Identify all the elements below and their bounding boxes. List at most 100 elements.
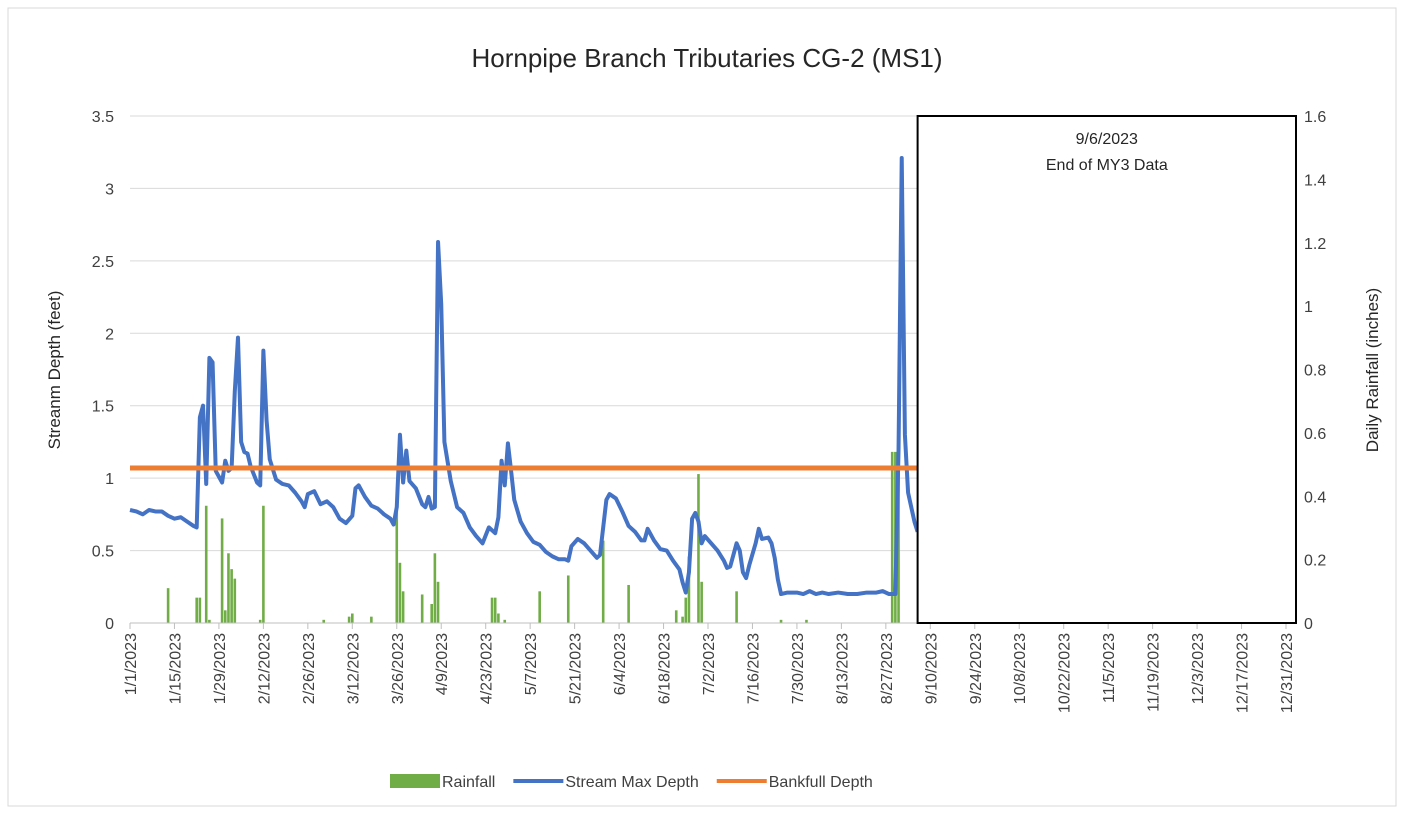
y2-tick-label: 0.8	[1304, 363, 1326, 380]
rain-bar	[347, 616, 351, 623]
rain-bar	[566, 575, 570, 623]
x-tick-label: 5/7/2023	[523, 633, 540, 695]
x-tick-label: 5/21/2023	[568, 633, 585, 704]
rain-bar	[779, 619, 783, 623]
x-tick-label: 3/26/2023	[390, 633, 407, 704]
rain-bar	[204, 505, 208, 623]
x-tick-label: 9/10/2023	[923, 633, 940, 704]
y2-axis-title: Daily Rainfall (inches)	[1363, 288, 1382, 452]
legend: Rainfall Stream Max Depth Bankfull Depth	[390, 774, 873, 791]
legend-label: Stream Max Depth	[565, 774, 698, 791]
rain-bar	[490, 597, 494, 623]
rain-bar	[227, 553, 230, 623]
x-tick-label: 11/5/2023	[1101, 633, 1118, 703]
rain-bar	[351, 613, 354, 623]
rain-bar	[436, 581, 440, 623]
rain-bar	[674, 610, 678, 623]
x-tick-label: 8/27/2023	[879, 633, 896, 704]
rain-bar	[395, 505, 399, 623]
y-tick-label: 1	[105, 471, 114, 488]
legend-label: Rainfall	[442, 774, 495, 791]
y-tick-label: 2.5	[92, 254, 114, 271]
x-tick-label: 7/2/2023	[701, 633, 718, 695]
x-tick-label: 4/9/2023	[434, 633, 451, 695]
y2-tick-label: 1	[1304, 299, 1313, 316]
rain-bar	[370, 616, 373, 623]
x-tick-label: 7/16/2023	[745, 633, 762, 704]
y2-tick-label: 0	[1304, 616, 1313, 633]
x-tick-label: 1/29/2023	[212, 633, 229, 704]
rain-bar	[687, 556, 691, 623]
x-tick-label: 6/18/2023	[657, 633, 674, 704]
x-tick-label: 9/24/2023	[968, 633, 985, 704]
rain-bar	[401, 591, 405, 623]
rain-bar	[433, 553, 437, 623]
rain-bar	[627, 584, 630, 623]
x-tick-label: 8/13/2023	[834, 633, 851, 704]
x-tick-label: 2/12/2023	[256, 633, 273, 704]
x-tick-label: 3/12/2023	[345, 633, 362, 704]
rain-bar	[700, 581, 703, 623]
y-axis-title: Streanm Depth (feet)	[45, 291, 64, 450]
rain-bar	[897, 470, 900, 623]
rain-bar	[601, 540, 605, 623]
x-tick-label: 12/17/2023	[1235, 633, 1252, 713]
x-tick-label: 2/26/2023	[301, 633, 318, 704]
y2-tick-label: 1.4	[1304, 172, 1326, 189]
y-tick-label: 0.5	[92, 544, 114, 561]
x-tick-label: 12/3/2023	[1190, 633, 1207, 704]
series-line	[129, 156, 920, 597]
y2-tick-label: 0.2	[1304, 553, 1326, 570]
x-tick-label: 10/22/2023	[1057, 633, 1074, 713]
y-tick-label: 3.5	[92, 109, 114, 126]
chart-title: Hornpipe Branch Tributaries CG-2 (MS1)	[471, 43, 942, 73]
y2-tick-label: 0.6	[1304, 426, 1326, 443]
rain-bar	[233, 578, 237, 623]
rain-bar	[198, 597, 202, 623]
rain-bar	[497, 613, 500, 623]
rain-bar	[890, 451, 894, 623]
rain-bar	[230, 569, 233, 623]
y2-tick-label: 0.4	[1304, 489, 1326, 506]
annotation-text: 9/6/2023	[1076, 131, 1138, 148]
rain-bar	[398, 562, 402, 623]
rain-bar	[420, 594, 424, 623]
legend-swatch	[390, 774, 440, 788]
annotation-box	[916, 115, 1297, 624]
y-tick-label: 3	[105, 181, 114, 198]
rain-bar	[493, 597, 497, 623]
rain-bar	[503, 619, 507, 623]
rain-bar	[223, 610, 227, 623]
rain-bar	[208, 619, 211, 623]
rain-bar	[262, 505, 265, 623]
rain-bar	[430, 603, 434, 623]
y2-tick-label: 1.2	[1304, 236, 1326, 253]
y-tick-label: 0	[105, 616, 114, 633]
rain-bar	[220, 518, 224, 623]
x-tick-label: 1/1/2023	[123, 633, 140, 695]
legend-label: Bankfull Depth	[769, 774, 873, 791]
x-tick-label: 1/15/2023	[167, 633, 184, 704]
axes: 0 0.5 1 1.5 2 2.5 3 3.5 0 0.2 0.4 0.6 0.8 1 1.2 1.4 1.6 1…	[92, 109, 1327, 713]
rain-bar	[166, 588, 170, 623]
rain-bar	[258, 619, 262, 623]
rain-bar	[697, 474, 700, 623]
y2-tick-label: 1.6	[1304, 109, 1326, 126]
lines	[129, 156, 920, 597]
x-tick-label: 12/31/2023	[1279, 633, 1296, 713]
rain-bar	[684, 597, 688, 623]
x-tick-label: 7/30/2023	[790, 633, 807, 704]
x-tick-label: 11/19/2023	[1146, 633, 1163, 712]
rain-bar	[195, 597, 198, 623]
y-tick-label: 2	[105, 326, 114, 343]
x-tick-label: 6/4/2023	[612, 633, 629, 695]
annotation-text: End of MY3 Data	[1046, 157, 1168, 174]
rain-bar	[538, 591, 541, 623]
x-tick-label: 4/23/2023	[479, 633, 496, 704]
rain-bar	[681, 616, 684, 623]
x-tick-label: 10/8/2023	[1012, 633, 1029, 704]
rain-bar	[805, 619, 808, 623]
rain-bar	[735, 591, 738, 623]
